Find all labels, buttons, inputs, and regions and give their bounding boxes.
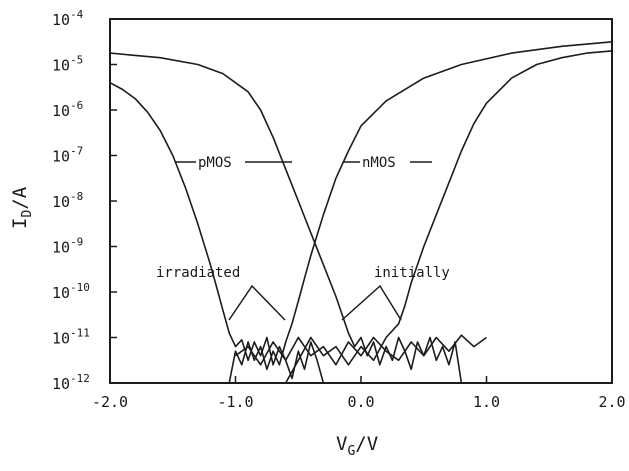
x-axis-title-unit: /V: [355, 433, 378, 455]
svg-text:ID/A: ID/A: [9, 186, 35, 229]
curve-nmos-irradiated: [228, 41, 613, 384]
initially-pointer: [341, 284, 402, 321]
y-axis-title-main: I: [9, 218, 31, 229]
y-tick-label: 10-5: [52, 54, 83, 75]
y-tick-label: 10-12: [52, 372, 90, 393]
annotation-pmos: pMOS: [198, 155, 232, 171]
y-axis-ticks: 10-4 10-5 10-6 10-7 10-8 10-9 10-10 10-11 10-12: [52, 8, 117, 393]
curve-pmos-initially: [109, 52, 463, 384]
x-tick-label: -1.0: [217, 393, 253, 411]
y-tick-label: 10-8: [52, 190, 83, 211]
annotation-nmos: nMOS: [362, 155, 396, 171]
annotation-initially: initially: [374, 265, 450, 281]
y-tick-label: 10-10: [52, 281, 90, 302]
y-axis-title-sub: D: [20, 210, 35, 218]
curve-nmos-initially: [285, 50, 613, 384]
x-tick-label: -2.0: [92, 393, 128, 411]
y-tick-label: 10-11: [52, 327, 90, 348]
y-tick-label: 10-9: [52, 236, 83, 257]
x-tick-label: 1.0: [473, 393, 500, 411]
label-leaders: [175, 161, 432, 321]
annotation-irradiated: irradiated: [156, 265, 240, 281]
y-axis-title-unit: /A: [9, 186, 31, 209]
y-tick-label: 10-4: [52, 8, 84, 29]
irradiated-pointer: [228, 284, 286, 321]
x-axis-ticks: -2.0 -1.0 0.0 1.0 2.0: [92, 376, 626, 411]
x-axis-title-main: V: [336, 433, 347, 455]
y-tick-label: 10-7: [52, 145, 83, 166]
x-tick-label: 2.0: [598, 393, 625, 411]
y-axis-title: ID/A: [9, 186, 35, 229]
x-axis-title: VG/V: [336, 433, 378, 459]
y-tick-label: 10-6: [52, 99, 83, 120]
plot-frame: [109, 18, 613, 384]
x-axis-title-sub: G: [347, 444, 355, 459]
curves: [109, 41, 613, 384]
x-tick-label: 0.0: [347, 393, 374, 411]
curve-pmos-irradiated: [109, 81, 325, 384]
curve-noise-floor: [235, 334, 487, 366]
